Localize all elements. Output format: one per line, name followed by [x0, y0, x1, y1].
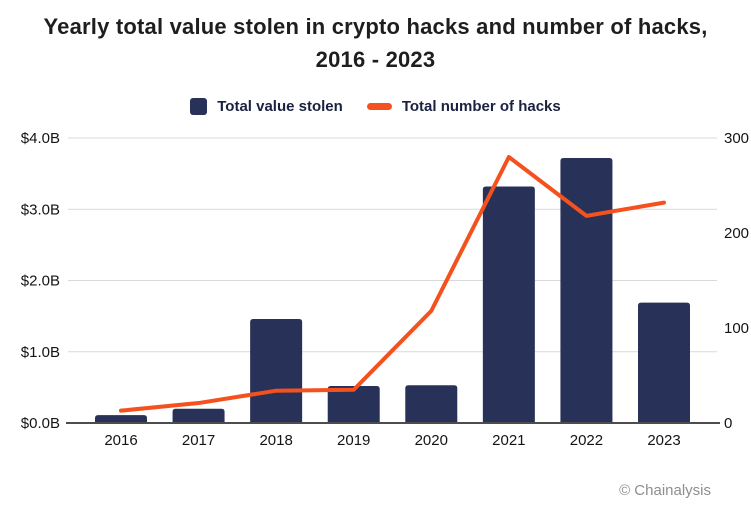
bar-2019: [327, 385, 380, 423]
bar-2016: [95, 415, 147, 423]
left-axis-tick: $0.0B: [21, 415, 60, 432]
left-axis-tick: $1.0B: [21, 344, 60, 361]
x-axis-label: 2020: [415, 432, 448, 449]
bar-2022: [560, 157, 613, 423]
left-axis-tick: $2.0B: [21, 273, 60, 290]
legend-line-swatch-icon: [366, 102, 392, 110]
right-axis-tick: 300: [724, 130, 749, 147]
x-axis-label: 2016: [104, 432, 137, 449]
right-axis-tick: 0: [724, 415, 732, 432]
left-axis-tick: $3.0B: [21, 201, 60, 218]
legend-item-total-number-of-hacks: Total number of hacks: [366, 97, 561, 115]
x-axis-label: 2017: [182, 432, 215, 449]
legend-bar-swatch-icon: [190, 97, 208, 115]
bar-2017: [172, 408, 225, 423]
legend-line-label: Total number of hacks: [401, 97, 561, 115]
left-axis-tick: $4.0B: [21, 130, 60, 147]
hacks-line: [119, 155, 666, 413]
chart-title: Yearly total value stolen in crypto hack…: [0, 10, 751, 76]
x-axis-label: 2023: [647, 432, 680, 449]
legend-bar-label: Total value stolen: [217, 97, 343, 115]
bar-2023: [638, 302, 690, 423]
source-credit: © Chainalysis: [619, 482, 711, 499]
chart-title-line2: 2016 - 2023: [315, 47, 436, 72]
bar-2020: [405, 385, 458, 423]
x-axis-label: 2022: [570, 432, 603, 449]
chart-title-line1: Yearly total value stolen in crypto hack…: [43, 14, 708, 39]
bar-2021: [482, 186, 535, 423]
chart-legend: Total value stolen Total number of hacks: [0, 95, 751, 117]
x-axis-label: 2018: [259, 432, 292, 449]
x-axis-label: 2021: [492, 432, 525, 449]
right-axis-tick: 200: [724, 225, 749, 242]
legend-item-total-value-stolen: Total value stolen: [190, 97, 343, 115]
right-axis-tick: 100: [724, 320, 749, 337]
x-axis-label: 2019: [337, 432, 370, 449]
bar-2018: [250, 318, 303, 423]
